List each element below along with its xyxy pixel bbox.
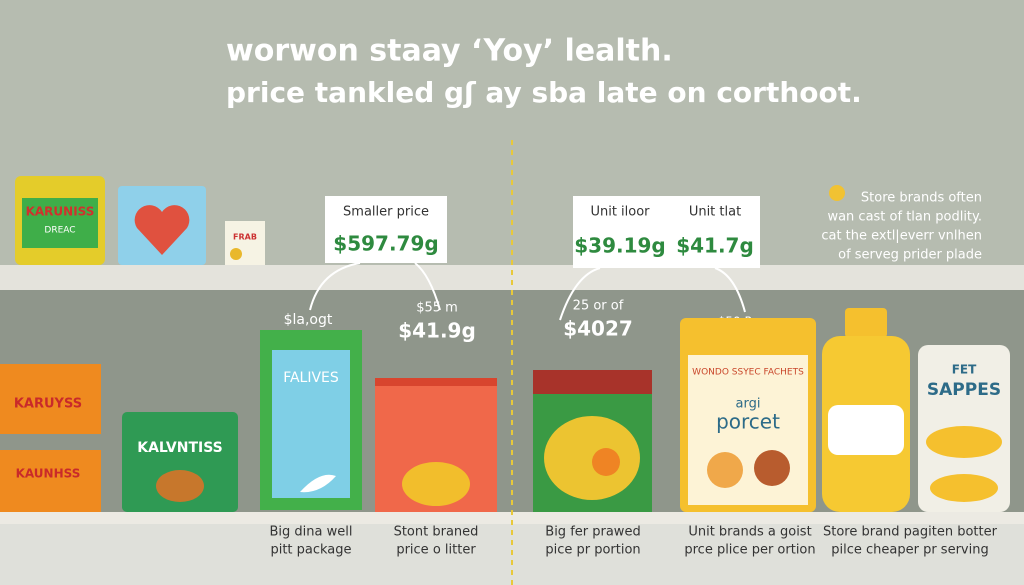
green-package-icon	[544, 416, 640, 500]
chip-bag-band	[22, 198, 98, 248]
upper-shelf	[0, 265, 1024, 290]
product-label: WONDO SSYEC FACHETS	[692, 368, 804, 378]
bottle-cap	[845, 308, 887, 338]
product-label: KALVNTISS	[137, 440, 223, 456]
price-box-label: Unit tlat	[689, 205, 741, 220]
price-tag: $4027	[563, 317, 633, 341]
product-label: DREAC	[44, 226, 75, 236]
caption: Big fer prawed	[545, 525, 640, 540]
small-box-icon	[230, 248, 242, 260]
red-bag-top	[375, 378, 497, 386]
product-label: FRAB	[233, 233, 257, 242]
caption: Stont braned	[394, 525, 479, 540]
tall-package-window	[272, 350, 350, 498]
green-package-top	[533, 370, 652, 394]
snack-bag	[122, 412, 238, 512]
small-box	[225, 221, 265, 265]
caption: price o litter	[396, 543, 476, 558]
caption: Store brand pagiten botter	[823, 525, 998, 540]
product-label: argi	[736, 397, 761, 412]
product-label: KARUNISS	[26, 205, 95, 219]
note-line: wan cast of tlan podlity.	[827, 210, 982, 225]
price-box-value: $597.79g	[333, 232, 438, 256]
yellow-bag-panel	[688, 355, 808, 505]
price-tag: $la,ogt	[284, 312, 333, 328]
product-label: porcet	[716, 410, 780, 434]
caption: Big dina well	[270, 525, 353, 540]
yellow-bag-icon	[754, 450, 790, 486]
caption: pilce cheaper pr serving	[831, 543, 988, 558]
price-tag: $41.9g	[398, 319, 476, 343]
caption: Unit brands a goist	[688, 525, 811, 540]
price-box	[325, 196, 447, 263]
price-box-label: Smaller price	[343, 205, 429, 220]
snack-box	[0, 450, 101, 512]
price-box-label: Unit iloor	[590, 205, 650, 220]
product-label: FET	[952, 363, 977, 377]
price-box-value: $39.19g	[574, 234, 666, 258]
price-tag: 25 or of	[573, 299, 624, 314]
price-box-value: $41.7g	[676, 234, 754, 258]
price-box	[573, 196, 760, 268]
caption: pitt package	[270, 543, 351, 558]
snack-bowl	[156, 470, 204, 502]
subtitle: price tankled gʃ ay sba late on corthoot…	[226, 76, 862, 109]
green-package-dot	[592, 448, 620, 476]
price-tag: $55 m	[416, 301, 458, 316]
leaf-icon	[300, 474, 336, 493]
can-icon	[930, 474, 998, 502]
product-label: SAPPES	[927, 380, 1001, 400]
title: worwon staay ‘Yoy’ lealth.	[226, 34, 673, 69]
red-bag-icon	[402, 462, 470, 506]
snack-box	[0, 364, 101, 434]
note-line: Store brands often	[861, 191, 982, 206]
note-icon	[829, 185, 845, 201]
yellow-bag-icon	[707, 452, 743, 488]
bottle-label	[828, 405, 904, 455]
connector	[309, 262, 746, 321]
note-line: cat the extl|everr vnlhen	[821, 229, 982, 244]
product-label: KAUNHSS	[16, 467, 81, 481]
product-label: KARUYSS	[14, 397, 82, 412]
lower-shelf	[0, 512, 1024, 524]
note-line: of serveg prider plade	[838, 248, 982, 263]
product-label: FALIVES	[283, 370, 339, 386]
caption: prce plice per ortion	[684, 543, 815, 558]
can-icon	[926, 426, 1002, 458]
heart-icon	[134, 205, 190, 255]
caption: pice pr portion	[545, 543, 640, 558]
